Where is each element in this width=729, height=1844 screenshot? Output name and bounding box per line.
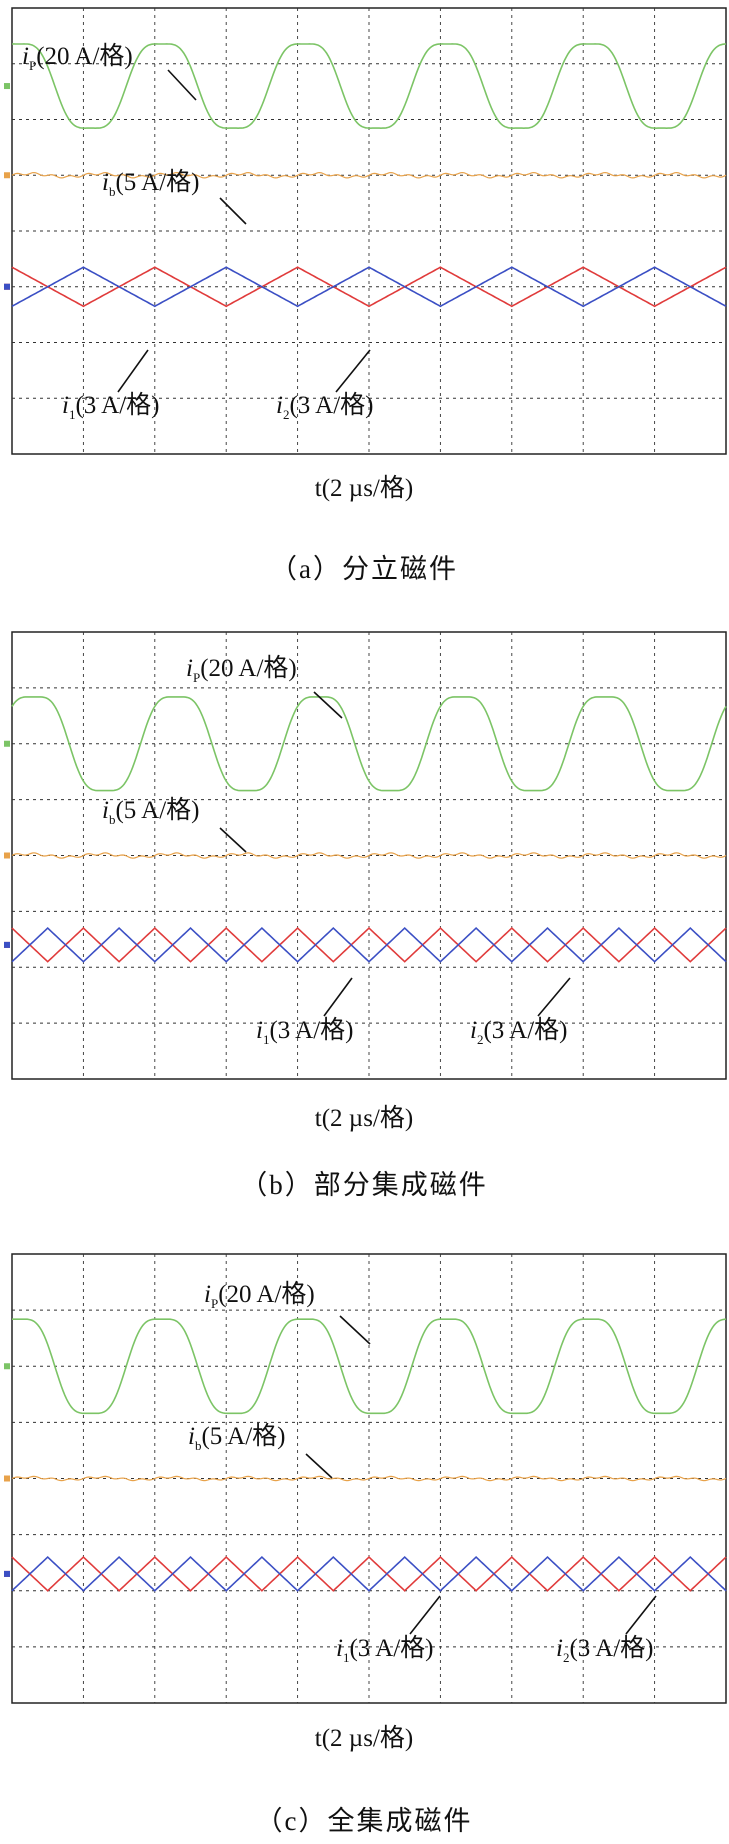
trace-label-i2: i2(3 A/格): [276, 349, 373, 422]
trace-ip: [11, 696, 727, 792]
panel-a: · iP(20 A/格) ib(5 A/格) i1(3 A/格) i2(3 A/…: [4, 5, 727, 584]
svg-text:iP(20 A/格): iP(20 A/格): [204, 1280, 315, 1311]
trace-ip: [12, 1318, 727, 1415]
trigger-marker: ·: [367, 5, 371, 17]
trace-i1: [11, 266, 727, 308]
scope-grid: ·: [12, 5, 726, 454]
scope-traces: [4, 696, 727, 963]
label-leader: [313, 691, 343, 719]
trace-label-ib: ib(5 A/格): [102, 796, 247, 853]
trace-label-i1: i1(3 A/格): [256, 977, 353, 1047]
svg-text:i1(3 A/格): i1(3 A/格): [62, 391, 159, 422]
label-leader: [339, 1315, 371, 1345]
trigger-marker: ·: [367, 629, 371, 641]
channel-marker-i2: [4, 1570, 10, 1577]
channel-marker-ip: [4, 740, 10, 747]
caption: （b）部分集成磁件: [240, 1170, 488, 1200]
channel-marker-ib: [4, 172, 10, 179]
trace-ib: [11, 852, 727, 859]
label-leader: [409, 1595, 441, 1635]
label-leader: [625, 1595, 657, 1635]
trace-ib: [11, 1475, 727, 1482]
scope-traces: [4, 43, 727, 308]
channel-marker-ib: [4, 852, 10, 859]
label-sub: P: [29, 58, 36, 73]
trace-label-ip: iP(20 A/格): [22, 42, 197, 101]
svg-text:i2(3 A/格): i2(3 A/格): [470, 1016, 567, 1047]
label-leader: [219, 197, 247, 225]
svg-text:i2(3 A/格): i2(3 A/格): [276, 391, 373, 422]
x-axis-label: t(2 µs/格): [315, 474, 413, 502]
label-leader: [117, 349, 149, 393]
trace-label-i2: i2(3 A/格): [470, 977, 571, 1047]
label-leader: [305, 1453, 333, 1479]
trace-i2: [11, 927, 727, 963]
label-leader: [219, 827, 247, 853]
panel-b: · iP(20 A/格) ib(5 A/格) i1(3 A/格) i2(3 A/…: [4, 629, 727, 1200]
label-leader: [167, 69, 197, 101]
scope-grid: ·: [12, 629, 726, 1079]
svg-text:i1(3 A/格): i1(3 A/格): [336, 1634, 433, 1665]
svg-text:ib(5 A/格): ib(5 A/格): [102, 168, 199, 199]
svg-text:iP(20 A/格): iP(20 A/格): [22, 42, 133, 73]
svg-text:ib(5 A/格): ib(5 A/格): [102, 796, 199, 827]
svg-text:ib(5 A/格): ib(5 A/格): [188, 1422, 285, 1453]
label-leader: [323, 977, 353, 1017]
label-rest: (20 A/格): [36, 42, 133, 70]
scope-traces: [4, 1318, 727, 1592]
trace-label-ib: ib(5 A/格): [102, 168, 247, 225]
channel-marker-i2: [4, 941, 10, 948]
label-leader: [537, 977, 571, 1017]
trace-label-i1: i1(3 A/格): [62, 349, 159, 422]
channel-marker-ip: [4, 83, 10, 90]
caption: （c）全集成磁件: [256, 1806, 473, 1836]
svg-text:i1(3 A/格): i1(3 A/格): [256, 1016, 353, 1047]
trace-label-ib: ib(5 A/格): [188, 1422, 333, 1479]
trace-ip: [11, 43, 727, 130]
x-axis-label: t(2 µs/格): [315, 1104, 413, 1132]
trigger-marker: ·: [367, 1251, 371, 1263]
caption: （a）分立磁件: [270, 554, 458, 584]
trace-label-i1: i1(3 A/格): [336, 1595, 441, 1665]
trace-label-i2: i2(3 A/格): [556, 1595, 657, 1665]
trace-i2: [11, 266, 727, 308]
trace-label-ip: iP(20 A/格): [204, 1280, 371, 1345]
panel-c: · iP(20 A/格) ib(5 A/格) i1(3 A/格) i2(3 A/…: [4, 1251, 727, 1836]
svg-text:iP(20 A/格): iP(20 A/格): [186, 654, 297, 685]
svg-text:i2(3 A/格): i2(3 A/格): [556, 1634, 653, 1665]
label-var: i: [22, 43, 29, 70]
trace-i1: [11, 927, 727, 963]
channel-marker-ib: [4, 1475, 10, 1482]
x-axis-label: t(2 µs/格): [315, 1724, 413, 1752]
trace-i2: [11, 1556, 727, 1592]
channel-marker-ip: [4, 1363, 10, 1370]
trace-ib: [11, 171, 727, 179]
label-leader: [335, 349, 371, 393]
channel-marker-i2: [4, 283, 10, 290]
trace-label-ip: iP(20 A/格): [186, 654, 343, 719]
trace-i1: [11, 1556, 727, 1592]
